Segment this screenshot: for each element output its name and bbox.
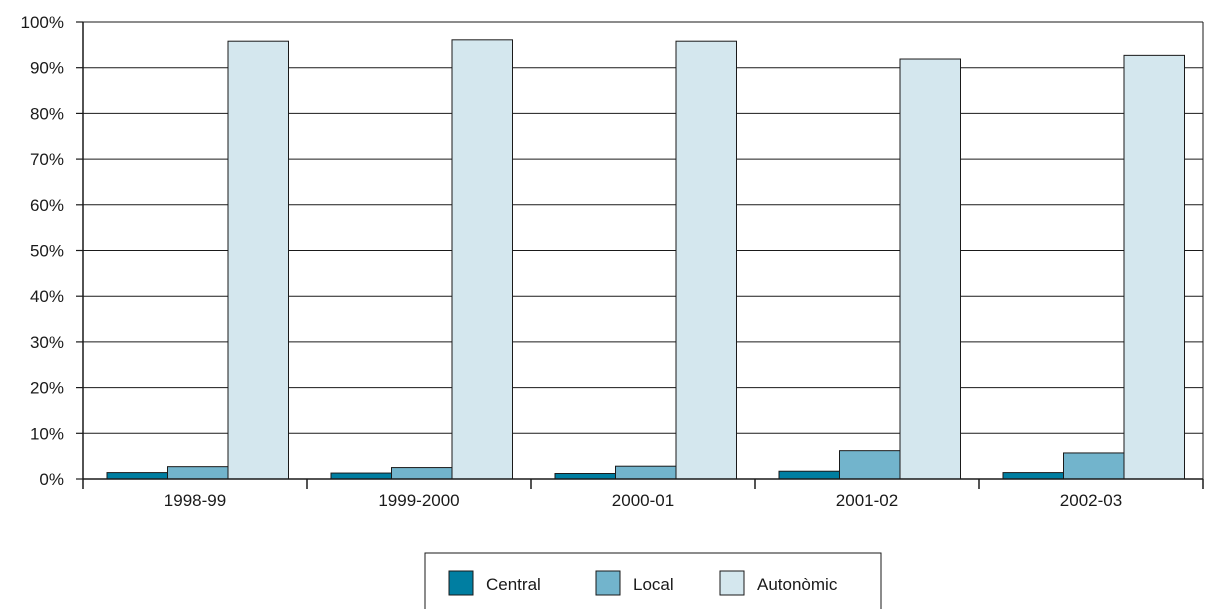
y-tick-label: 30%	[30, 333, 64, 352]
x-tick-label: 1999-2000	[378, 491, 459, 510]
axes	[82, 22, 1204, 480]
bar-auton-mic-1999-2000	[451, 39, 513, 480]
bar-auton-mic-2002-03	[1123, 54, 1185, 480]
y-tick-label: 90%	[30, 59, 64, 78]
y-tick-label: 70%	[30, 150, 64, 169]
legend-label: Central	[486, 575, 541, 594]
legend: Central Local Autonòmic	[424, 552, 882, 609]
y-tick-label: 20%	[30, 379, 64, 398]
legend-label: Autonòmic	[757, 575, 838, 594]
bar-local-2002-03	[1063, 452, 1125, 480]
y-axis-ticks: 0% 10% 20% 30% 40% 50% 60% 70% 80% 90% 100%	[21, 13, 83, 489]
bar-central-2000-01	[554, 473, 616, 480]
bars	[106, 39, 1185, 480]
bar-central-1998-99	[106, 472, 168, 480]
y-tick-label: 50%	[30, 242, 64, 261]
bar-local-2000-01	[615, 465, 677, 480]
y-tick-label: 40%	[30, 287, 64, 306]
y-tick-label: 60%	[30, 196, 64, 215]
legend-box	[424, 552, 882, 609]
x-tick-label: 2001-02	[836, 491, 898, 510]
x-axis-ticks: 1998-99 1999-2000 2000-01 2001-02 2002-03	[82, 479, 1204, 510]
x-tick-label: 2002-03	[1060, 491, 1122, 510]
x-tick-label: 2000-01	[612, 491, 674, 510]
bar-central-1999-2000	[330, 472, 392, 480]
legend-swatch-central	[448, 570, 474, 596]
legend-swatch-auton-mic	[719, 570, 745, 596]
y-tick-label: 80%	[30, 104, 64, 123]
bar-local-2001-02	[839, 450, 901, 480]
x-tick-label: 1998-99	[164, 491, 226, 510]
bar-auton-mic-2000-01	[675, 40, 737, 480]
bar-central-2002-03	[1002, 472, 1064, 480]
y-tick-label: 10%	[30, 424, 64, 443]
bar-central-2001-02	[778, 470, 840, 480]
bar-local-1999-2000	[391, 467, 453, 480]
legend-label: Local	[633, 575, 674, 594]
bar-auton-mic-2001-02	[899, 58, 961, 480]
bar-auton-mic-1998-99	[227, 40, 289, 480]
y-tick-label: 100%	[21, 13, 64, 32]
bar-local-1998-99	[167, 466, 229, 480]
y-tick-label: 0%	[39, 470, 64, 489]
legend-swatch-local	[595, 570, 621, 596]
